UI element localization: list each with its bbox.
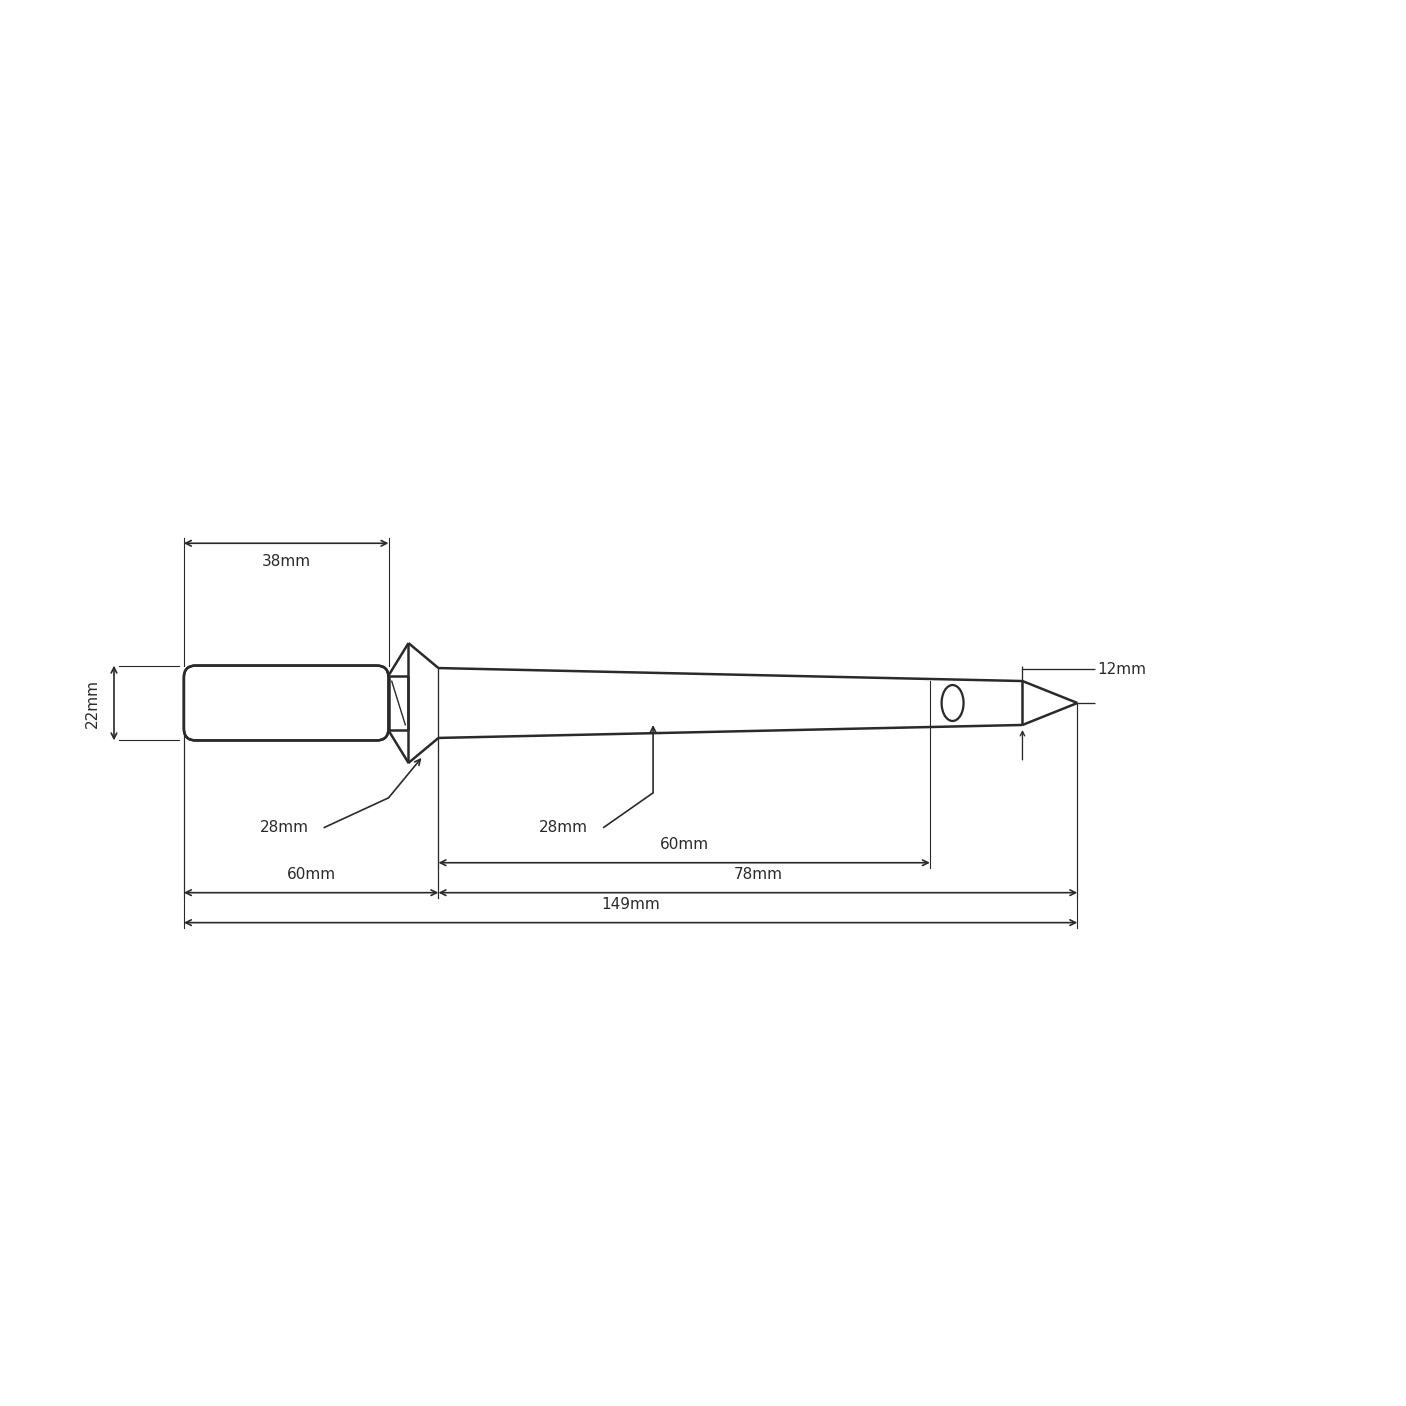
Text: 12mm: 12mm bbox=[1097, 662, 1146, 676]
Text: 60mm: 60mm bbox=[659, 837, 709, 852]
Text: 38mm: 38mm bbox=[262, 554, 311, 569]
Text: 149mm: 149mm bbox=[602, 897, 659, 912]
Text: 28mm: 28mm bbox=[538, 820, 588, 835]
Text: 22mm: 22mm bbox=[84, 679, 100, 727]
Text: 78mm: 78mm bbox=[734, 868, 782, 882]
Ellipse shape bbox=[942, 685, 963, 721]
Text: 60mm: 60mm bbox=[287, 868, 336, 882]
Text: 28mm: 28mm bbox=[260, 820, 309, 835]
FancyBboxPatch shape bbox=[184, 665, 388, 741]
